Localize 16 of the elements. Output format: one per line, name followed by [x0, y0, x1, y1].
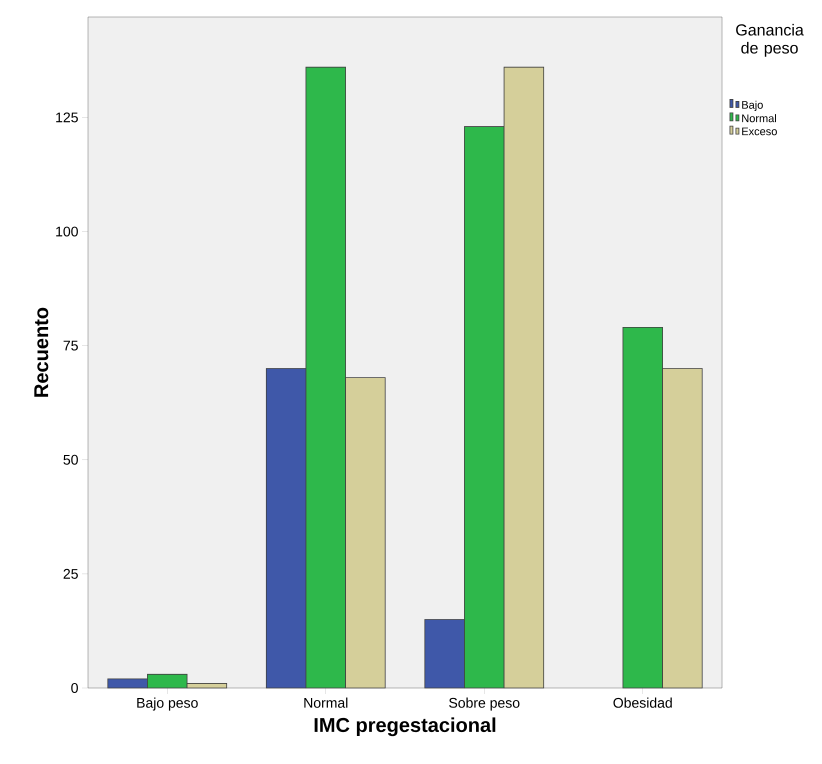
- legend-label: Bajo: [742, 100, 763, 111]
- y-tick-label: 125: [56, 112, 78, 122]
- y-tick-label: 50: [63, 454, 78, 465]
- x-tick-label: Normal: [304, 698, 348, 708]
- x-tick-label: Bajo peso: [137, 698, 198, 711]
- y-tick-label: 0: [71, 683, 78, 693]
- y-tick-label: 100: [56, 226, 78, 236]
- y-tick-label: 25: [64, 568, 78, 579]
- legend-label: Normal: [742, 114, 776, 122]
- x-axis-title: IMC pregestacional: [314, 717, 496, 736]
- legend-label: Exceso: [742, 128, 777, 136]
- y-axis-title: Recuento: [34, 308, 48, 397]
- legend-title: Ganancia de peso: [736, 24, 804, 57]
- x-tick-label: Obesidad: [613, 698, 672, 708]
- x-tick-label: Sobre peso: [449, 698, 520, 711]
- y-tick-label: 75: [64, 340, 78, 351]
